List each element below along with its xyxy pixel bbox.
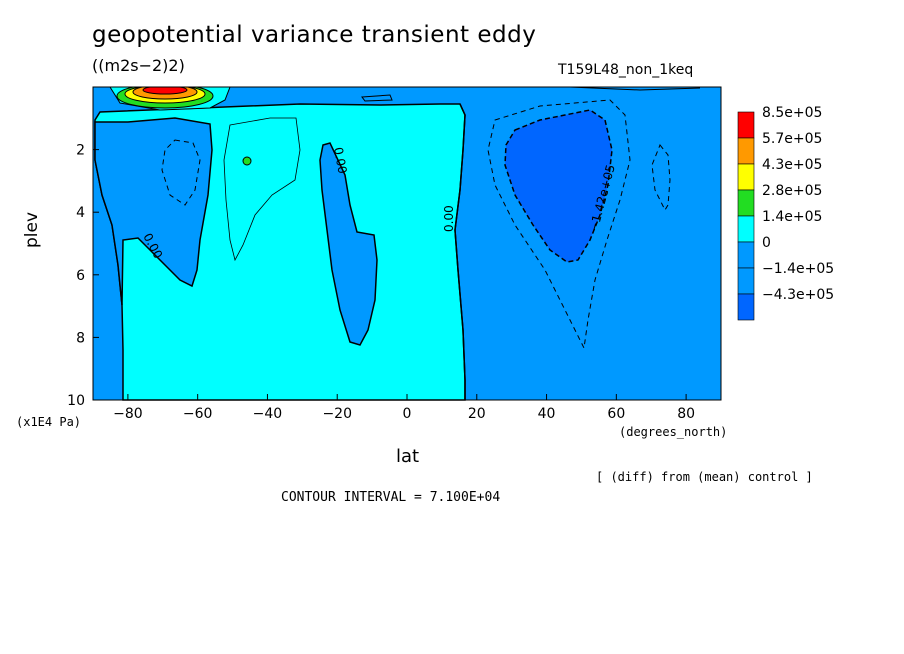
plot-top-mask xyxy=(93,80,721,87)
contour-far-right-dashed xyxy=(651,144,671,212)
legend-swatch xyxy=(737,241,755,269)
plot-area: 0.00 0.00 0.00 −1.42e+05 xyxy=(92,80,722,401)
x-tick-label: −60 xyxy=(183,406,213,422)
x-tick-label: 80 xyxy=(677,406,695,422)
legend-label: 2.8e+05 xyxy=(762,183,822,199)
green-spot xyxy=(242,156,252,166)
legend-swatch xyxy=(737,215,755,243)
legend-swatch xyxy=(737,189,755,217)
x-axis-label: lat xyxy=(396,446,420,467)
y-axis-units: (x1E4 Pa) xyxy=(16,415,82,429)
chart-units: ((m2s−2)2) xyxy=(92,56,185,75)
legend-label: 4.3e+05 xyxy=(762,157,822,173)
region-negative-strong xyxy=(504,109,613,263)
legend-label: 1.4e+05 xyxy=(762,209,822,225)
x-tick-label: −40 xyxy=(253,406,283,422)
contour-label: 0.00 xyxy=(442,205,456,232)
diff-note: [ (diff) from (mean) control ] xyxy=(596,470,813,484)
legend-label: 0 xyxy=(762,235,771,251)
y-tick-label: 2 xyxy=(76,143,85,159)
x-tick-label: 60 xyxy=(607,406,625,422)
legend-swatch xyxy=(737,293,755,321)
y-tick-label: 8 xyxy=(76,330,85,346)
y-tick-label: 4 xyxy=(76,205,85,221)
contour-right-zero xyxy=(454,103,466,400)
x-axis-units: (degrees_north) xyxy=(619,425,728,439)
contour-right-dashed-outer xyxy=(487,99,631,350)
region-negative-left-lobe xyxy=(94,117,213,306)
contour-label: 0.00 xyxy=(331,146,349,175)
legend-label: −4.3e+05 xyxy=(762,287,834,303)
x-tick-label: −20 xyxy=(322,406,352,422)
y-tick-label: 6 xyxy=(76,268,85,284)
x-tick-label: 40 xyxy=(538,406,556,422)
legend-label: 5.7e+05 xyxy=(762,131,822,147)
y-axis: 2 4 6 8 10 xyxy=(67,143,99,409)
contour-interval: CONTOUR INTERVAL = 7.100E+04 xyxy=(281,490,501,505)
top-right-contour xyxy=(569,86,701,91)
y-tick-label: 10 xyxy=(67,393,85,409)
legend-swatch xyxy=(737,163,755,191)
legend-swatch xyxy=(737,267,755,295)
contour-center-left-thin xyxy=(223,117,301,262)
x-tick-label: 0 xyxy=(403,406,412,422)
legend-label: 8.5e+05 xyxy=(762,105,822,121)
legend-swatch xyxy=(737,137,755,165)
run-label: T159L48_non_1keq xyxy=(558,62,694,78)
top-small-contour xyxy=(361,94,393,102)
chart-title: geopotential variance transient eddy xyxy=(92,22,537,48)
legend: 8.5e+05 5.7e+05 4.3e+05 2.8e+05 1.4e+05 0 −1.4… xyxy=(737,105,834,321)
legend-label: −1.4e+05 xyxy=(762,261,834,277)
legend-swatch xyxy=(737,111,755,139)
x-axis: −80 −60 −40 −20 0 20 40 60 80 xyxy=(113,394,695,422)
contour-left-lobe-dashed xyxy=(161,139,201,206)
region-negative-center-tongue xyxy=(319,142,378,346)
x-tick-label: 20 xyxy=(468,406,486,422)
x-tick-label: −80 xyxy=(113,406,143,422)
